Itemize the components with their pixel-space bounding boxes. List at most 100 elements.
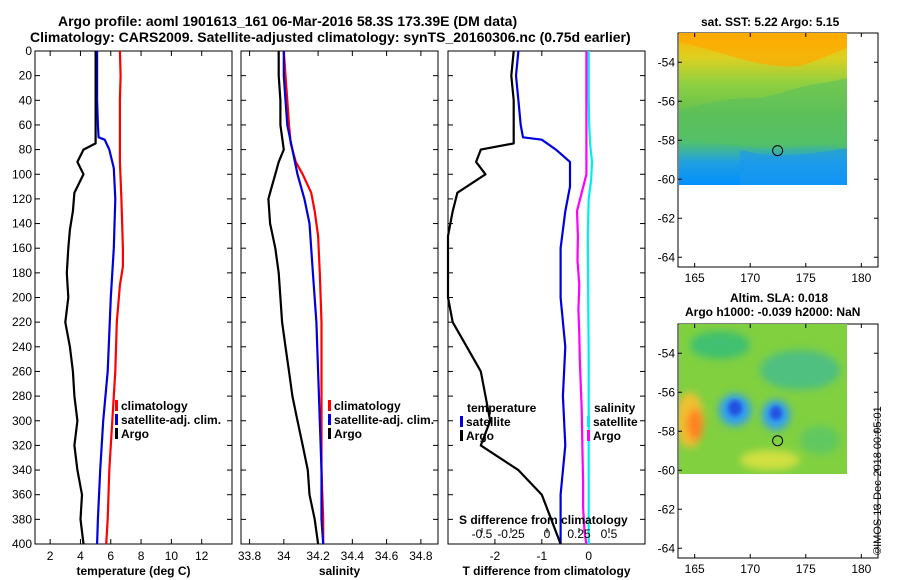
- map-x-tick-label: 165: [685, 271, 705, 285]
- s-axis-tick-label: 0.25: [567, 527, 591, 541]
- legend-swatch: [115, 428, 118, 439]
- x-tick-label: 33.8: [238, 549, 262, 563]
- map-y-tick-label: -54: [658, 55, 676, 69]
- legend-swatch: [587, 430, 590, 441]
- map-y-tick-label: -64: [658, 250, 676, 264]
- legend-swatch: [460, 416, 463, 427]
- map-x-tick-label: 180: [851, 271, 871, 285]
- map-y-tick-label: -60: [658, 463, 676, 477]
- legend-label: satellite: [593, 415, 638, 429]
- legend-swatch: [115, 414, 118, 425]
- plot-frame: [447, 50, 646, 545]
- series-line-satellite-adj-clim-: [282, 51, 325, 545]
- map-y-tick-label: -62: [658, 502, 676, 516]
- series-line-temperature-argo: [446, 50, 562, 545]
- legend-label: Argo: [121, 427, 149, 441]
- series-line-climatology: [282, 50, 325, 544]
- map-x-tick-label: 175: [796, 562, 816, 576]
- map-x-tick-label: 165: [685, 562, 705, 576]
- x-axis-label: salinity: [319, 564, 361, 578]
- sla-map-title-1: Altim. SLA: 0.018: [730, 291, 828, 305]
- argo-position-marker-sla: [772, 435, 784, 447]
- x-tick-label: 34.8: [409, 549, 433, 563]
- x-axis-label: temperature (deg C): [76, 564, 190, 578]
- y-tick-label: 380: [12, 512, 32, 526]
- sst-map-title: sat. SST: 5.22 Argo: 5.15: [701, 15, 840, 29]
- panel-temperature: 0 20 40 60 80 100 120 140 160 180 200 220 240 260 280 3…: [12, 44, 233, 578]
- x-tick-label: 34.2: [306, 549, 330, 563]
- y-tick-label: 0: [25, 44, 32, 58]
- y-tick-label: 40: [19, 93, 33, 107]
- y-tick-label: 300: [12, 414, 32, 428]
- x-tick-label: 6: [107, 549, 114, 563]
- s-axis-tick-label: -0.25: [497, 527, 525, 541]
- legend-label: satellite-adj. clim.: [121, 413, 221, 427]
- legend-label: Argo: [334, 427, 362, 441]
- map-x-tick-label: 170: [740, 271, 760, 285]
- x-tick-label: 10: [165, 549, 179, 563]
- series-line-climatology: [105, 50, 125, 545]
- x-tick-label: -2: [490, 549, 501, 563]
- title-line-1: Argo profile: aoml 1901613_161 06-Mar-20…: [58, 13, 518, 29]
- map-y-tick-label: -64: [658, 541, 676, 555]
- s-axis-tick-label: 0.5: [601, 527, 618, 541]
- x-tick-label: 34: [277, 549, 291, 563]
- y-tick-label: 280: [12, 389, 32, 403]
- series-line-salinity-satellite: [586, 51, 594, 544]
- y-tick-label: 180: [12, 266, 32, 280]
- map-y-tick-label: -56: [658, 385, 676, 399]
- sst-map: sat. SST: 5.22 Argo: 5.15 165 170 175 180 -5…: [658, 15, 879, 285]
- y-tick-label: 240: [12, 340, 32, 354]
- x-tick-label: -1: [536, 549, 547, 563]
- x-tick-label: 12: [195, 549, 209, 563]
- map-y-tick-label: -54: [658, 346, 676, 360]
- y-tick-label: 100: [12, 167, 32, 181]
- credit-stamp: ©IMOS 13-Dec-2018 00:05:01: [872, 406, 884, 555]
- legend-label: satellite-adj. clim.: [334, 413, 434, 427]
- argo-position-marker-sst: [772, 145, 784, 157]
- sst-field: [679, 33, 847, 185]
- series-line-argo: [64, 51, 97, 545]
- map-y-tick-label: -60: [658, 172, 676, 186]
- series-line-temperature-satellite: [514, 50, 572, 544]
- panel-difference: -2 -1 0T difference from climatologytemper…: [446, 50, 646, 578]
- s-axis-tick-label: -0.5: [472, 527, 493, 541]
- y-tick-label: 220: [12, 315, 32, 329]
- x-tick-label: 0: [585, 549, 592, 563]
- series-line-salinity-argo: [575, 51, 588, 545]
- legend-label: Argo: [593, 429, 621, 443]
- sla-field: [679, 324, 847, 474]
- legend-swatch: [460, 430, 463, 441]
- y-tick-label: 360: [12, 488, 32, 502]
- legend-title-salinity: salinity: [594, 401, 636, 415]
- legend-swatch: [328, 428, 331, 439]
- map-y-tick-label: -56: [658, 94, 676, 108]
- y-tick-label: 20: [19, 69, 33, 83]
- x-tick-label: 34.4: [341, 549, 365, 563]
- legend-swatch: [115, 400, 118, 411]
- legend-label: climatology: [334, 399, 401, 413]
- legend-label: Argo: [466, 429, 494, 443]
- y-tick-label: 340: [12, 463, 32, 477]
- s-axis-tick-label: 0: [544, 527, 551, 541]
- plot-frame: [34, 50, 233, 545]
- y-tick-label: 60: [19, 118, 33, 132]
- y-tick-label: 120: [12, 192, 32, 206]
- y-tick-label: 140: [12, 217, 32, 231]
- y-tick-label: 200: [12, 291, 32, 305]
- y-tick-label: 400: [12, 537, 32, 551]
- x-tick-label: 8: [138, 549, 145, 563]
- series-line-satellite-adj-clim-: [95, 51, 117, 545]
- y-tick-label: 160: [12, 241, 32, 255]
- legend-label: satellite: [466, 415, 511, 429]
- series-line-argo: [267, 51, 320, 545]
- y-tick-label: 260: [12, 364, 32, 378]
- x-tick-label: 4: [77, 549, 84, 563]
- map-y-tick-label: -58: [658, 424, 676, 438]
- sla-map-title-2: Argo h1000: -0.039 h2000: NaN: [685, 305, 860, 319]
- legend-label: climatology: [121, 399, 188, 413]
- legend-title-temperature: temperature: [467, 401, 537, 415]
- legend-swatch: [587, 416, 590, 427]
- x-tick-label: 2: [47, 549, 54, 563]
